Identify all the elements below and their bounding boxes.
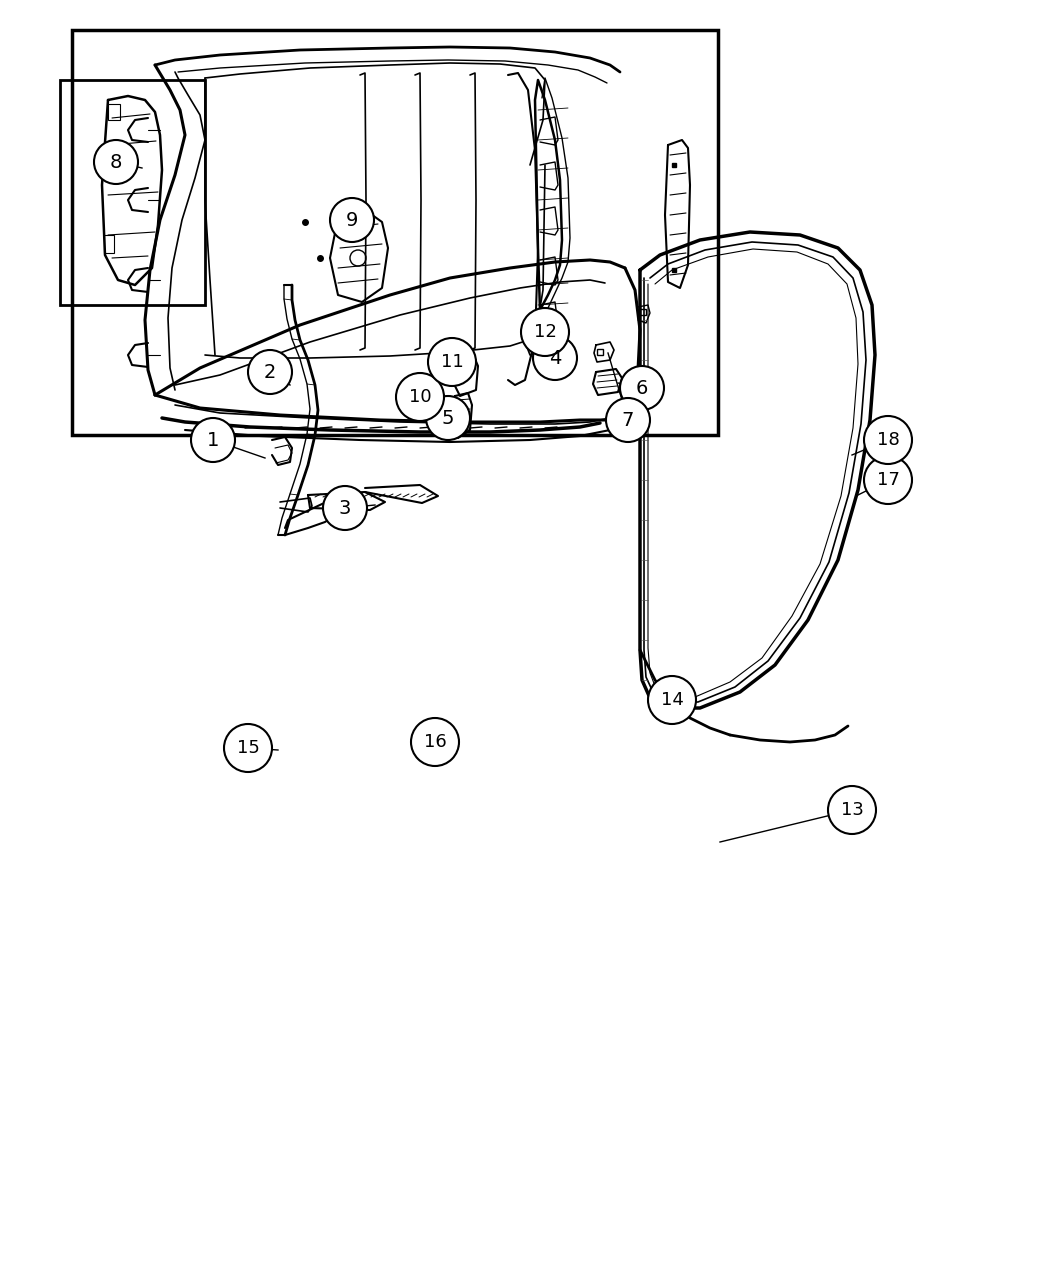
Text: 12: 12 — [533, 323, 556, 340]
Circle shape — [620, 366, 664, 411]
Text: 13: 13 — [841, 801, 863, 819]
Text: 2: 2 — [264, 362, 276, 381]
Circle shape — [191, 418, 235, 462]
Circle shape — [426, 397, 470, 440]
Text: 4: 4 — [549, 348, 561, 367]
Circle shape — [533, 337, 578, 380]
Bar — [60, 80, 205, 305]
Text: 10: 10 — [408, 388, 432, 405]
Text: 9: 9 — [345, 210, 358, 229]
Circle shape — [648, 676, 696, 724]
Bar — [104, 235, 114, 252]
Bar — [106, 148, 116, 168]
Text: 8: 8 — [110, 153, 122, 172]
Text: 6: 6 — [636, 379, 648, 398]
Text: 5: 5 — [442, 408, 455, 427]
Circle shape — [330, 198, 374, 242]
Circle shape — [864, 456, 912, 504]
Circle shape — [411, 718, 459, 766]
Circle shape — [323, 486, 367, 530]
Circle shape — [864, 416, 912, 464]
Circle shape — [248, 351, 292, 394]
Bar — [108, 105, 120, 120]
Text: 16: 16 — [423, 733, 446, 751]
Circle shape — [224, 724, 272, 771]
Circle shape — [521, 309, 569, 356]
Circle shape — [428, 338, 476, 386]
Text: 17: 17 — [877, 470, 900, 490]
Text: 11: 11 — [441, 353, 463, 371]
Text: 1: 1 — [207, 431, 219, 450]
Text: 3: 3 — [339, 499, 351, 518]
Circle shape — [606, 398, 650, 442]
Circle shape — [94, 140, 138, 184]
Text: 14: 14 — [660, 691, 684, 709]
Circle shape — [828, 785, 876, 834]
Text: 18: 18 — [877, 431, 900, 449]
Circle shape — [396, 374, 444, 421]
Bar — [72, 31, 718, 435]
Text: 15: 15 — [236, 740, 259, 757]
Text: 7: 7 — [622, 411, 634, 430]
